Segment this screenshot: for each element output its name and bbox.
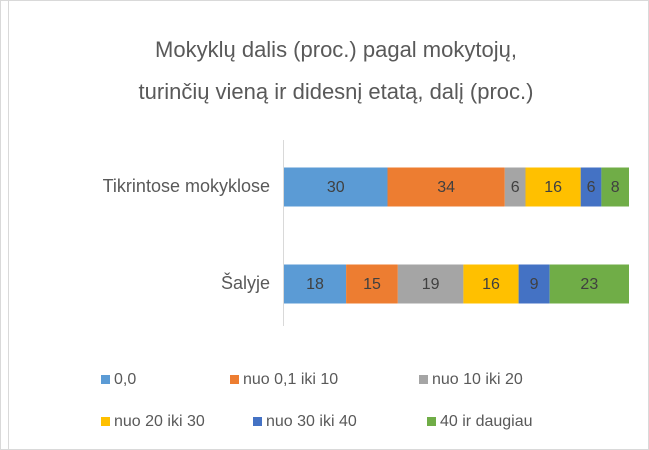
legend-label: nuo 30 iki 40 <box>266 413 357 430</box>
data-label: 6 <box>587 179 596 196</box>
data-label: 19 <box>422 276 440 293</box>
category-label: Šalyje <box>221 272 270 293</box>
data-label: 30 <box>327 179 345 196</box>
legend-swatch <box>230 375 239 384</box>
legend-label: nuo 0,1 iki 10 <box>243 371 338 388</box>
legend-swatch <box>419 375 428 384</box>
legend-label: nuo 20 iki 30 <box>114 413 205 430</box>
legend-swatch <box>427 417 436 426</box>
legend-label: 40 ir daugiau <box>440 413 533 430</box>
data-label: 6 <box>511 179 520 196</box>
legend-swatch <box>101 417 110 426</box>
legend-label: 0,0 <box>114 371 136 388</box>
bar-segment <box>397 264 464 304</box>
bar-segment <box>518 264 550 304</box>
bar-segment <box>284 167 388 207</box>
chart-title: turinčių vieną ir didesnį etatą, dalį (p… <box>139 79 534 104</box>
bar-segment <box>549 264 629 304</box>
data-label: 15 <box>363 276 381 293</box>
bar-segment <box>601 167 629 207</box>
bar-segment <box>346 264 398 304</box>
bar-segment <box>463 264 519 304</box>
data-label: 16 <box>482 276 500 293</box>
legend-swatch <box>101 375 110 384</box>
bar-segment <box>504 167 526 207</box>
data-label: 16 <box>544 179 562 196</box>
bar-segment <box>387 167 505 207</box>
data-label: 9 <box>530 276 539 293</box>
data-label: 23 <box>580 276 598 293</box>
category-label: Tikrintose mokyklose <box>103 176 270 196</box>
bar-segment <box>284 264 347 304</box>
data-label: 34 <box>437 179 455 196</box>
data-label: 8 <box>611 179 620 196</box>
legend-label: nuo 10 iki 20 <box>432 371 523 388</box>
bar-segment <box>525 167 581 207</box>
data-label: 18 <box>306 276 324 293</box>
bar-segment <box>580 167 602 207</box>
chart-title: Mokyklų dalis (proc.) pagal mokytojų, <box>155 37 517 62</box>
legend-swatch <box>253 417 262 426</box>
